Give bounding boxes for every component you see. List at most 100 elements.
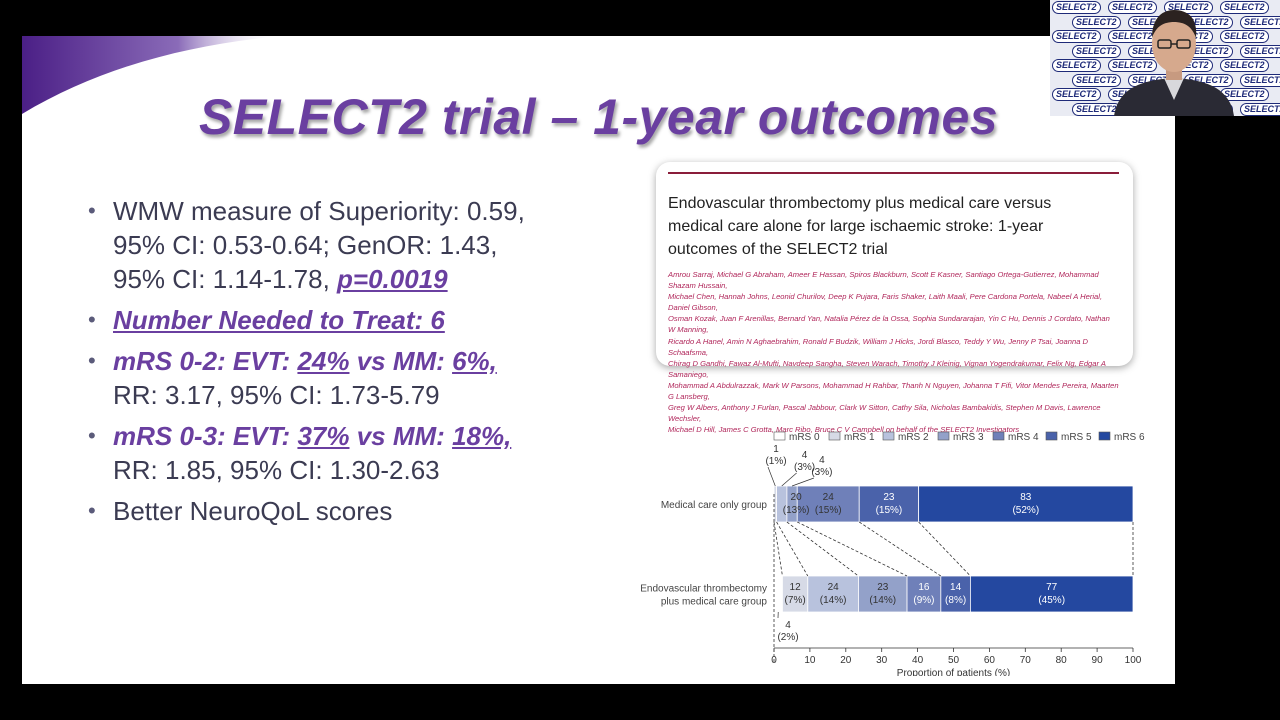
x-tick-label: 90 (1092, 655, 1104, 666)
leader-line (781, 472, 797, 487)
select2-logo-tile: SELECT2 (1220, 59, 1269, 72)
select2-logo-tile: SELECT2 (1072, 73, 1121, 87)
x-tick-label: 0 (771, 655, 777, 666)
paper-title-line: Endovascular thrombectomy plus medical c… (668, 195, 1052, 212)
select2-logo-tile: SELECT2 (1240, 15, 1280, 29)
bullet-mrs03: • mRS 0-3: EVT: 37% vs MM: 18%, RR: 1.85… (88, 419, 608, 487)
outside-percent-label: (1%) (765, 456, 786, 467)
legend-swatch (828, 431, 841, 441)
x-tick-label: 60 (984, 655, 996, 666)
select2-logo-tile: SELECT2 (1240, 73, 1280, 87)
paper-title: Endovascular thrombectomy plus medical c… (668, 192, 1119, 261)
bullet-dot-icon: • (88, 307, 96, 332)
slide-title: SELECT2 trial – 1-year outcomes (198, 89, 999, 145)
bar-percent-label: (45%) (1038, 595, 1065, 606)
connector-line (918, 521, 971, 577)
x-tick-label: 40 (912, 655, 924, 666)
bar-segment (782, 575, 809, 613)
mrs03-rr: RR: 1.85, 95% CI: 1.30-2.63 (113, 455, 440, 485)
bar-percent-label: (8%) (945, 595, 966, 606)
author-line: Osman Kozak, Juan F Arenillas, Bernard Y… (668, 314, 1110, 335)
webcam-feed: SELECT2 SELECT2 SELECT2 SELECT2 SELECT2 SELEC… (1050, 0, 1280, 116)
select2-logo-tile: SELECT2 (1240, 102, 1280, 116)
bullet-dot-icon: • (88, 348, 96, 373)
bar-count-label: 83 (1020, 492, 1032, 503)
bar-segment (807, 575, 859, 613)
bar-count-label: 16 (918, 582, 930, 593)
connector-line (773, 521, 783, 577)
x-tick-label: 10 (804, 655, 816, 666)
select2-logo-tile: SELECT2 (1240, 44, 1280, 58)
bar-segment (858, 575, 908, 613)
legend-swatch (773, 431, 786, 441)
bar-percent-label: (14%) (869, 595, 896, 606)
outside-percent-label: (3%) (794, 462, 815, 473)
legend-swatch (992, 431, 1005, 441)
x-tick-label: 30 (876, 655, 888, 666)
mrs02-evt-value: 24% (297, 346, 350, 376)
bar-percent-label: (9%) (913, 595, 934, 606)
paper-title-line: outcomes of the SELECT2 trial (668, 241, 888, 258)
mrs03-vs: vs MM: (349, 421, 453, 451)
p-value: p=0.0019 (337, 264, 448, 294)
bullet-nnt: • Number Needed to Treat: 6 (88, 303, 608, 337)
bar-percent-label: (7%) (785, 595, 806, 606)
select2-logo-tile: SELECT2 (1184, 44, 1233, 58)
paper-excerpt-card: Endovascular thrombectomy plus medical c… (656, 162, 1133, 434)
select2-logo-tile: SELECT2 (1108, 1, 1157, 14)
mrs02-vs: vs MM: (349, 346, 453, 376)
nnt-text: Number Needed to Treat: 6 (113, 305, 445, 335)
bar-percent-label: (14%) (820, 595, 847, 606)
paper-header-rule (668, 172, 1119, 174)
group-label: plus medical care group (661, 597, 768, 608)
bullet-text-line: 95% CI: 1.14-1.78, (113, 264, 338, 294)
author-line: Chirag D Gandhi, Fawaz Al-Mufti, Navdeep… (668, 358, 1106, 379)
neuroqol-text: Better NeuroQoL scores (113, 496, 393, 526)
group-label: Medical care only group (661, 500, 768, 511)
presentation-slide: SELECT2 trial – 1-year outcomes • WMW me… (22, 36, 1175, 684)
legend-label: mRS 2 (898, 432, 929, 443)
bar-count-label: 20 (791, 492, 803, 503)
bar-segment (773, 575, 783, 613)
bullet-dot-icon: • (88, 498, 96, 523)
legend-label: mRS 4 (1008, 432, 1039, 443)
x-tick-label: 100 (1125, 655, 1142, 666)
x-axis-label: Proportion of patients (%) (897, 668, 1010, 676)
select2-logo-tile: SELECT2 (1072, 44, 1121, 58)
connector-line (776, 521, 809, 577)
bullet-mrs02: • mRS 0-2: EVT: 24% vs MM: 6%, RR: 3.17,… (88, 344, 608, 412)
bar-count-label: 12 (790, 582, 802, 593)
bullet-wmw-superiority: • WMW measure of Superiority: 0.59, 95% … (88, 194, 608, 296)
select2-logo-tile: SELECT2 (1184, 15, 1233, 29)
corner-swoosh-decoration (22, 36, 282, 114)
bar-count-label: 23 (877, 582, 889, 593)
x-tick-label: 50 (948, 655, 960, 666)
bar-segment (858, 485, 920, 523)
mrs-distribution-chart: mRS 0 mRS 1 mRS 2 mRS 3 mRS 4 mRS 5 mRS 6 Medic… (640, 431, 1145, 676)
bullet-text-line: WMW measure of Superiority: 0.59, (113, 196, 525, 226)
connector-line (797, 521, 908, 577)
mrs02-label: mRS 0-2: EVT: (113, 346, 298, 376)
select2-logo-tile: SELECT2 (1052, 88, 1101, 101)
outside-percent-label: (2%) (777, 632, 798, 643)
bar-segment (776, 485, 788, 523)
leader-line (767, 466, 776, 487)
legend-swatch (1098, 431, 1111, 441)
select2-logo-tile: SELECT2 (1052, 30, 1101, 43)
legend-swatch (1045, 431, 1058, 441)
author-line: Greg W Albers, Anthony J Furlan, Pascal … (668, 403, 1101, 424)
bullet-dot-icon: • (88, 198, 96, 223)
select2-logo-tile: SELECT2 (1072, 15, 1121, 29)
bar-count-label: 24 (823, 492, 835, 503)
outside-count-label: 4 (819, 455, 825, 466)
author-line: Michael D Hill, James C Grotta, Marc Rib… (668, 425, 1020, 435)
author-line: Amrou Sarraj, Michael G Abraham, Ameer E… (668, 270, 1099, 291)
author-line: Mohammad A Abdulrazzak, Mark W Parsons, … (668, 380, 1119, 402)
select2-logo-tile: SELECT2 (1220, 30, 1269, 43)
bar-segment (918, 485, 1134, 523)
bullet-list: • WMW measure of Superiority: 0.59, 95% … (88, 194, 608, 535)
bar-percent-label: (15%) (815, 505, 842, 516)
mrs03-evt-value: 37% (297, 421, 350, 451)
bar-count-label: 23 (883, 492, 895, 503)
bar-count-label: 77 (1046, 582, 1058, 593)
